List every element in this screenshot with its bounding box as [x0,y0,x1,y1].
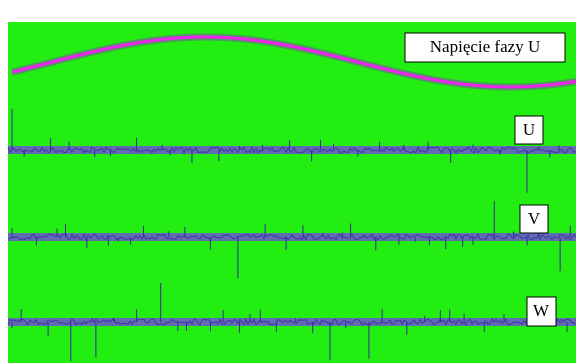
trace-label: W [533,301,550,320]
trace-label: U [523,120,535,139]
screen-background [8,22,576,363]
scope-view: Napięcie fazy U U V W [0,0,576,363]
trace-label: V [528,209,541,228]
page: Napięcie fazy U U V W (() => { const dat… [0,0,576,363]
trace-label: Napięcie fazy U [430,37,540,56]
